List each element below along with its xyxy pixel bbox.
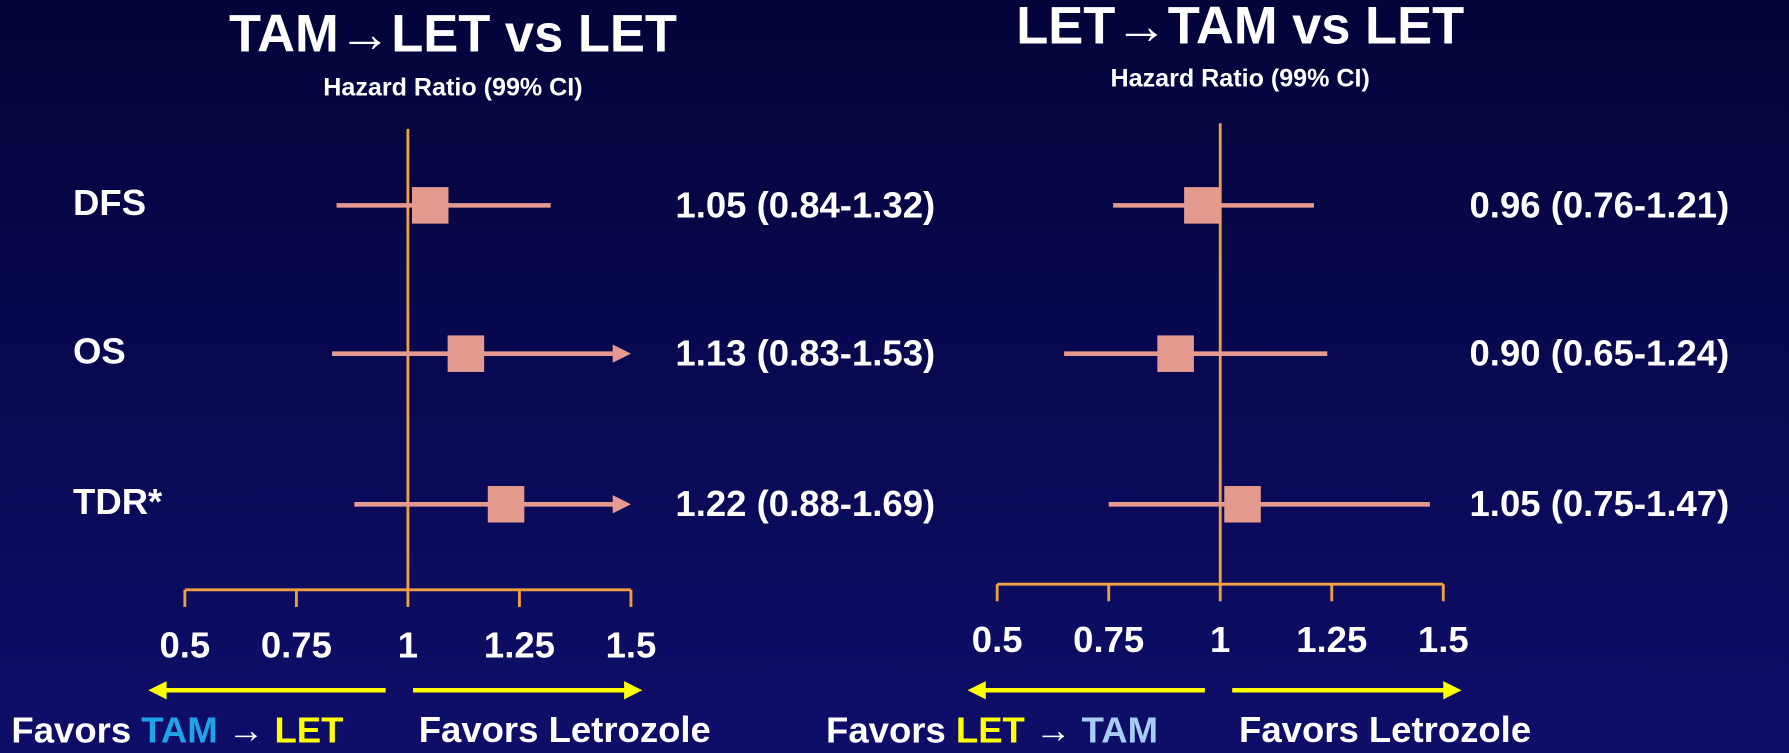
favors-left-part: Favors	[826, 709, 946, 750]
favors-right: Favors Letrozole	[1239, 709, 1531, 750]
row-label: OS	[73, 330, 126, 371]
point-estimate	[411, 187, 449, 224]
x-tick-label: 0.75	[1073, 619, 1144, 660]
favors-right: Favors Letrozole	[419, 709, 711, 750]
chart-subtitle: Hazard Ratio (99% CI)	[1111, 64, 1370, 92]
value-label: 1.05 (0.75-1.47)	[1470, 483, 1730, 524]
value-label: 0.96 (0.76-1.21)	[1470, 184, 1730, 225]
row-label: TDR*	[73, 481, 163, 522]
favors-left-part: →	[228, 709, 265, 750]
point-estimate	[447, 335, 485, 372]
point-estimate	[1184, 187, 1221, 224]
favors-left-part: LET	[956, 709, 1025, 750]
favor-arrow-head	[967, 681, 986, 700]
favors-left-part: →	[1035, 709, 1072, 750]
x-tick-label: 1.25	[1296, 619, 1367, 660]
ci-arrow-head	[612, 495, 631, 514]
chart-subtitle: Hazard Ratio (99% CI)	[323, 74, 582, 102]
value-label: 1.05 (0.84-1.32)	[675, 184, 935, 225]
ci-arrow-head	[612, 344, 631, 363]
value-label: 0.90 (0.65-1.24)	[1470, 333, 1730, 374]
x-tick-label: 1.5	[606, 625, 657, 666]
point-estimate	[1157, 335, 1194, 372]
x-tick-label: 1.25	[484, 625, 555, 666]
x-tick-label: 0.75	[261, 625, 332, 666]
point-estimate	[487, 486, 525, 523]
x-tick-label: 1	[398, 625, 418, 666]
favors-left-part: TAM	[141, 709, 217, 750]
x-tick-label: 1	[1210, 619, 1230, 660]
x-tick-label: 1.5	[1418, 619, 1469, 660]
chart-title: LET→TAM vs LET	[1016, 0, 1464, 56]
value-label: 1.13 (0.83-1.53)	[675, 333, 935, 374]
favors-left-part: Favors	[11, 709, 131, 750]
favors-left: Favors TAM → LET	[11, 709, 343, 750]
favor-arrow-head	[1443, 681, 1462, 700]
value-label: 1.22 (0.88-1.69)	[675, 483, 935, 524]
chart-title: TAM→LET vs LET	[229, 5, 677, 64]
favors-left-part: LET	[274, 709, 343, 750]
favors-left: Favors LET → TAM	[826, 709, 1158, 750]
favor-arrow-head	[624, 681, 643, 700]
favor-arrow-head	[148, 681, 167, 700]
favors-left-part: TAM	[1082, 709, 1158, 750]
point-estimate	[1224, 486, 1261, 523]
x-tick-label: 0.5	[972, 619, 1023, 660]
x-tick-label: 0.5	[159, 625, 210, 666]
row-label: DFS	[73, 182, 146, 223]
